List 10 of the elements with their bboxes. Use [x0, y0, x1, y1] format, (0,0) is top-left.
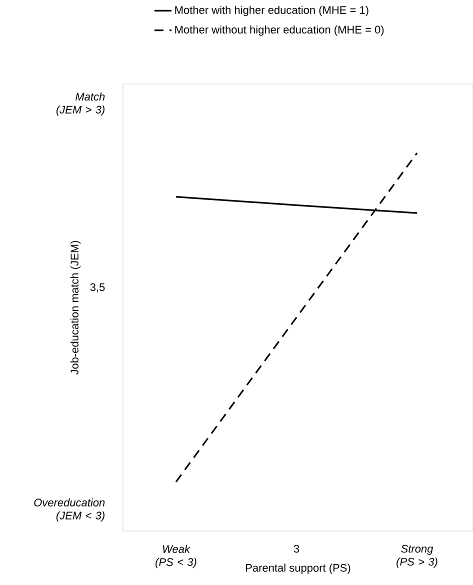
text: 3,5 [90, 283, 105, 292]
legend-label: Mother without higher education (MHE = 0) [175, 25, 384, 36]
legend-label: Mother with higher education (MHE = 1) [175, 6, 368, 16]
x-tick-label: Weak (PS < 3) [156, 544, 196, 568]
x-tick-label: 3 [294, 544, 300, 553]
text: Overeducation (JEM < 3) [34, 498, 105, 522]
y-axis-title: Job-education match (JEM) [70, 240, 81, 375]
x-axis-title: Parental support (PS) [246, 564, 350, 574]
x-tick-label: Strong (PS > 3) [396, 544, 438, 568]
text: Match (JEM > 3) [56, 92, 105, 116]
